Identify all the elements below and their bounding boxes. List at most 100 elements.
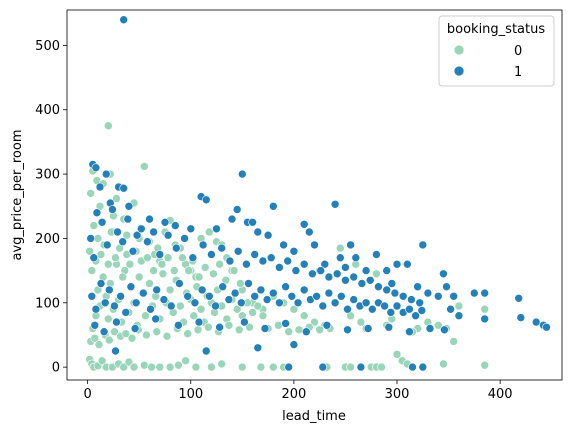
point-status-0 — [122, 230, 132, 240]
point-status-0 — [310, 317, 319, 327]
point-status-1 — [361, 298, 371, 308]
point-status-1 — [380, 301, 389, 311]
point-status-0 — [274, 320, 283, 330]
point-status-1 — [318, 362, 328, 372]
point-status-0 — [183, 329, 192, 339]
point-status-1 — [531, 317, 541, 327]
point-status-0 — [236, 279, 245, 288]
point-status-1 — [128, 247, 138, 256]
point-status-0 — [142, 330, 151, 340]
point-status-0 — [480, 304, 490, 314]
point-status-1 — [351, 253, 361, 263]
point-status-1 — [433, 291, 443, 301]
point-status-0 — [90, 333, 100, 343]
point-status-1 — [308, 269, 317, 279]
point-status-1 — [514, 293, 524, 303]
point-status-1 — [132, 230, 142, 240]
point-status-1 — [262, 295, 272, 304]
point-status-0 — [104, 314, 113, 324]
point-status-0 — [125, 259, 135, 269]
point-status-1 — [197, 285, 207, 295]
point-status-0 — [147, 362, 156, 372]
point-status-1 — [469, 288, 479, 298]
point-status-0 — [97, 356, 107, 366]
point-status-1 — [146, 304, 155, 314]
point-status-0 — [289, 304, 299, 314]
y-tick-label: 300 — [35, 168, 60, 183]
point-status-1 — [186, 224, 196, 234]
point-status-1 — [174, 320, 183, 330]
y-axis-label: avg_price_per_room — [10, 130, 25, 261]
point-status-1 — [218, 282, 227, 292]
point-status-0 — [134, 272, 144, 282]
point-status-1 — [180, 234, 189, 243]
point-status-0 — [209, 269, 218, 279]
point-status-1 — [198, 240, 208, 250]
point-status-0 — [294, 325, 304, 335]
point-status-1 — [149, 227, 158, 237]
point-status-1 — [335, 253, 345, 263]
legend-marker-1 — [453, 65, 465, 77]
point-status-1 — [201, 195, 211, 205]
point-status-1 — [407, 295, 416, 304]
point-status-1 — [108, 205, 117, 214]
legend-title: booking_status — [447, 22, 545, 37]
point-status-1 — [341, 275, 350, 285]
point-status-1 — [97, 218, 107, 227]
point-status-1 — [227, 214, 237, 224]
point-status-1 — [357, 279, 367, 288]
point-status-0 — [224, 320, 234, 330]
point-status-1 — [100, 298, 110, 308]
point-status-1 — [392, 259, 402, 269]
point-status-0 — [372, 269, 381, 279]
point-status-1 — [284, 362, 294, 372]
point-status-0 — [152, 327, 161, 337]
point-status-1 — [301, 327, 311, 337]
x-tick-label: 300 — [385, 387, 410, 402]
point-status-1 — [225, 256, 235, 266]
y-tick-label: 100 — [35, 296, 60, 311]
point-status-1 — [90, 320, 100, 330]
point-status-1 — [480, 288, 490, 298]
point-status-0 — [377, 362, 386, 372]
point-status-1 — [374, 282, 383, 292]
point-status-1 — [119, 15, 128, 25]
point-status-0 — [165, 285, 175, 295]
point-status-0 — [157, 259, 167, 269]
point-status-0 — [217, 359, 226, 369]
point-status-0 — [112, 194, 121, 203]
point-status-0 — [346, 362, 355, 372]
point-status-1 — [171, 221, 180, 230]
point-status-1 — [343, 304, 352, 314]
point-status-0 — [110, 327, 119, 337]
point-status-1 — [201, 346, 211, 356]
y-tick-label: 400 — [35, 103, 60, 118]
point-status-1 — [91, 163, 101, 172]
point-status-1 — [387, 279, 397, 288]
point-status-1 — [384, 322, 394, 332]
point-status-1 — [324, 272, 334, 282]
point-status-1 — [299, 220, 309, 229]
point-status-1 — [99, 327, 109, 337]
point-status-0 — [118, 272, 127, 282]
point-status-1 — [205, 291, 214, 301]
point-status-1 — [372, 250, 381, 259]
point-status-0 — [181, 356, 190, 366]
point-status-1 — [398, 291, 408, 301]
point-status-0 — [145, 279, 154, 288]
point-status-0 — [299, 311, 309, 321]
point-status-0 — [200, 263, 210, 272]
y-tick-label: 500 — [35, 39, 60, 54]
point-status-0 — [256, 362, 266, 372]
point-status-1 — [96, 279, 106, 288]
point-status-0 — [196, 304, 206, 314]
point-status-0 — [194, 272, 204, 282]
point-status-1 — [111, 346, 120, 356]
point-status-0 — [245, 322, 254, 332]
point-status-0 — [268, 362, 278, 372]
point-status-1 — [240, 317, 249, 327]
point-status-1 — [95, 182, 105, 192]
point-status-1 — [332, 269, 342, 279]
point-status-1 — [425, 324, 435, 333]
point-status-1 — [163, 230, 173, 240]
